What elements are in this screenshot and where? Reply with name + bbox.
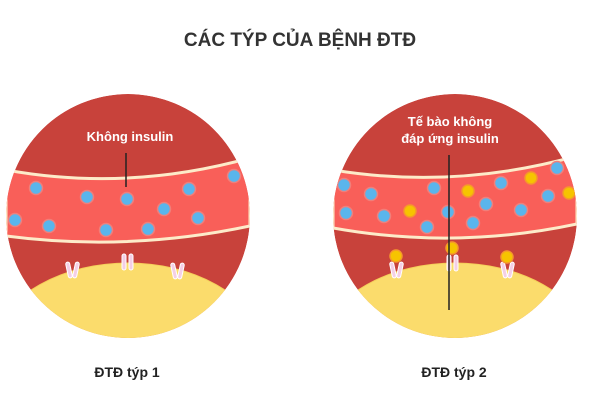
caption-type-2: ĐTĐ týp 2 [421, 364, 487, 380]
caption-type-1: ĐTĐ týp 1 [94, 364, 160, 380]
diagram-title: CÁC TÝP CỦA BỆNH ĐTĐ [184, 29, 416, 51]
insulin-molecules [403, 171, 576, 218]
label-no-insulin: Không insulin [87, 129, 174, 144]
insulin-receptors [65, 253, 185, 280]
insulin-receptors [389, 254, 515, 279]
glucose-molecules [7, 168, 242, 238]
blood-vessel [333, 154, 577, 240]
glucose-molecules [336, 160, 565, 235]
label-cell-line-1: Tế bào không [408, 114, 493, 129]
label-cell-line-2: đáp ứng insulin [401, 131, 499, 146]
